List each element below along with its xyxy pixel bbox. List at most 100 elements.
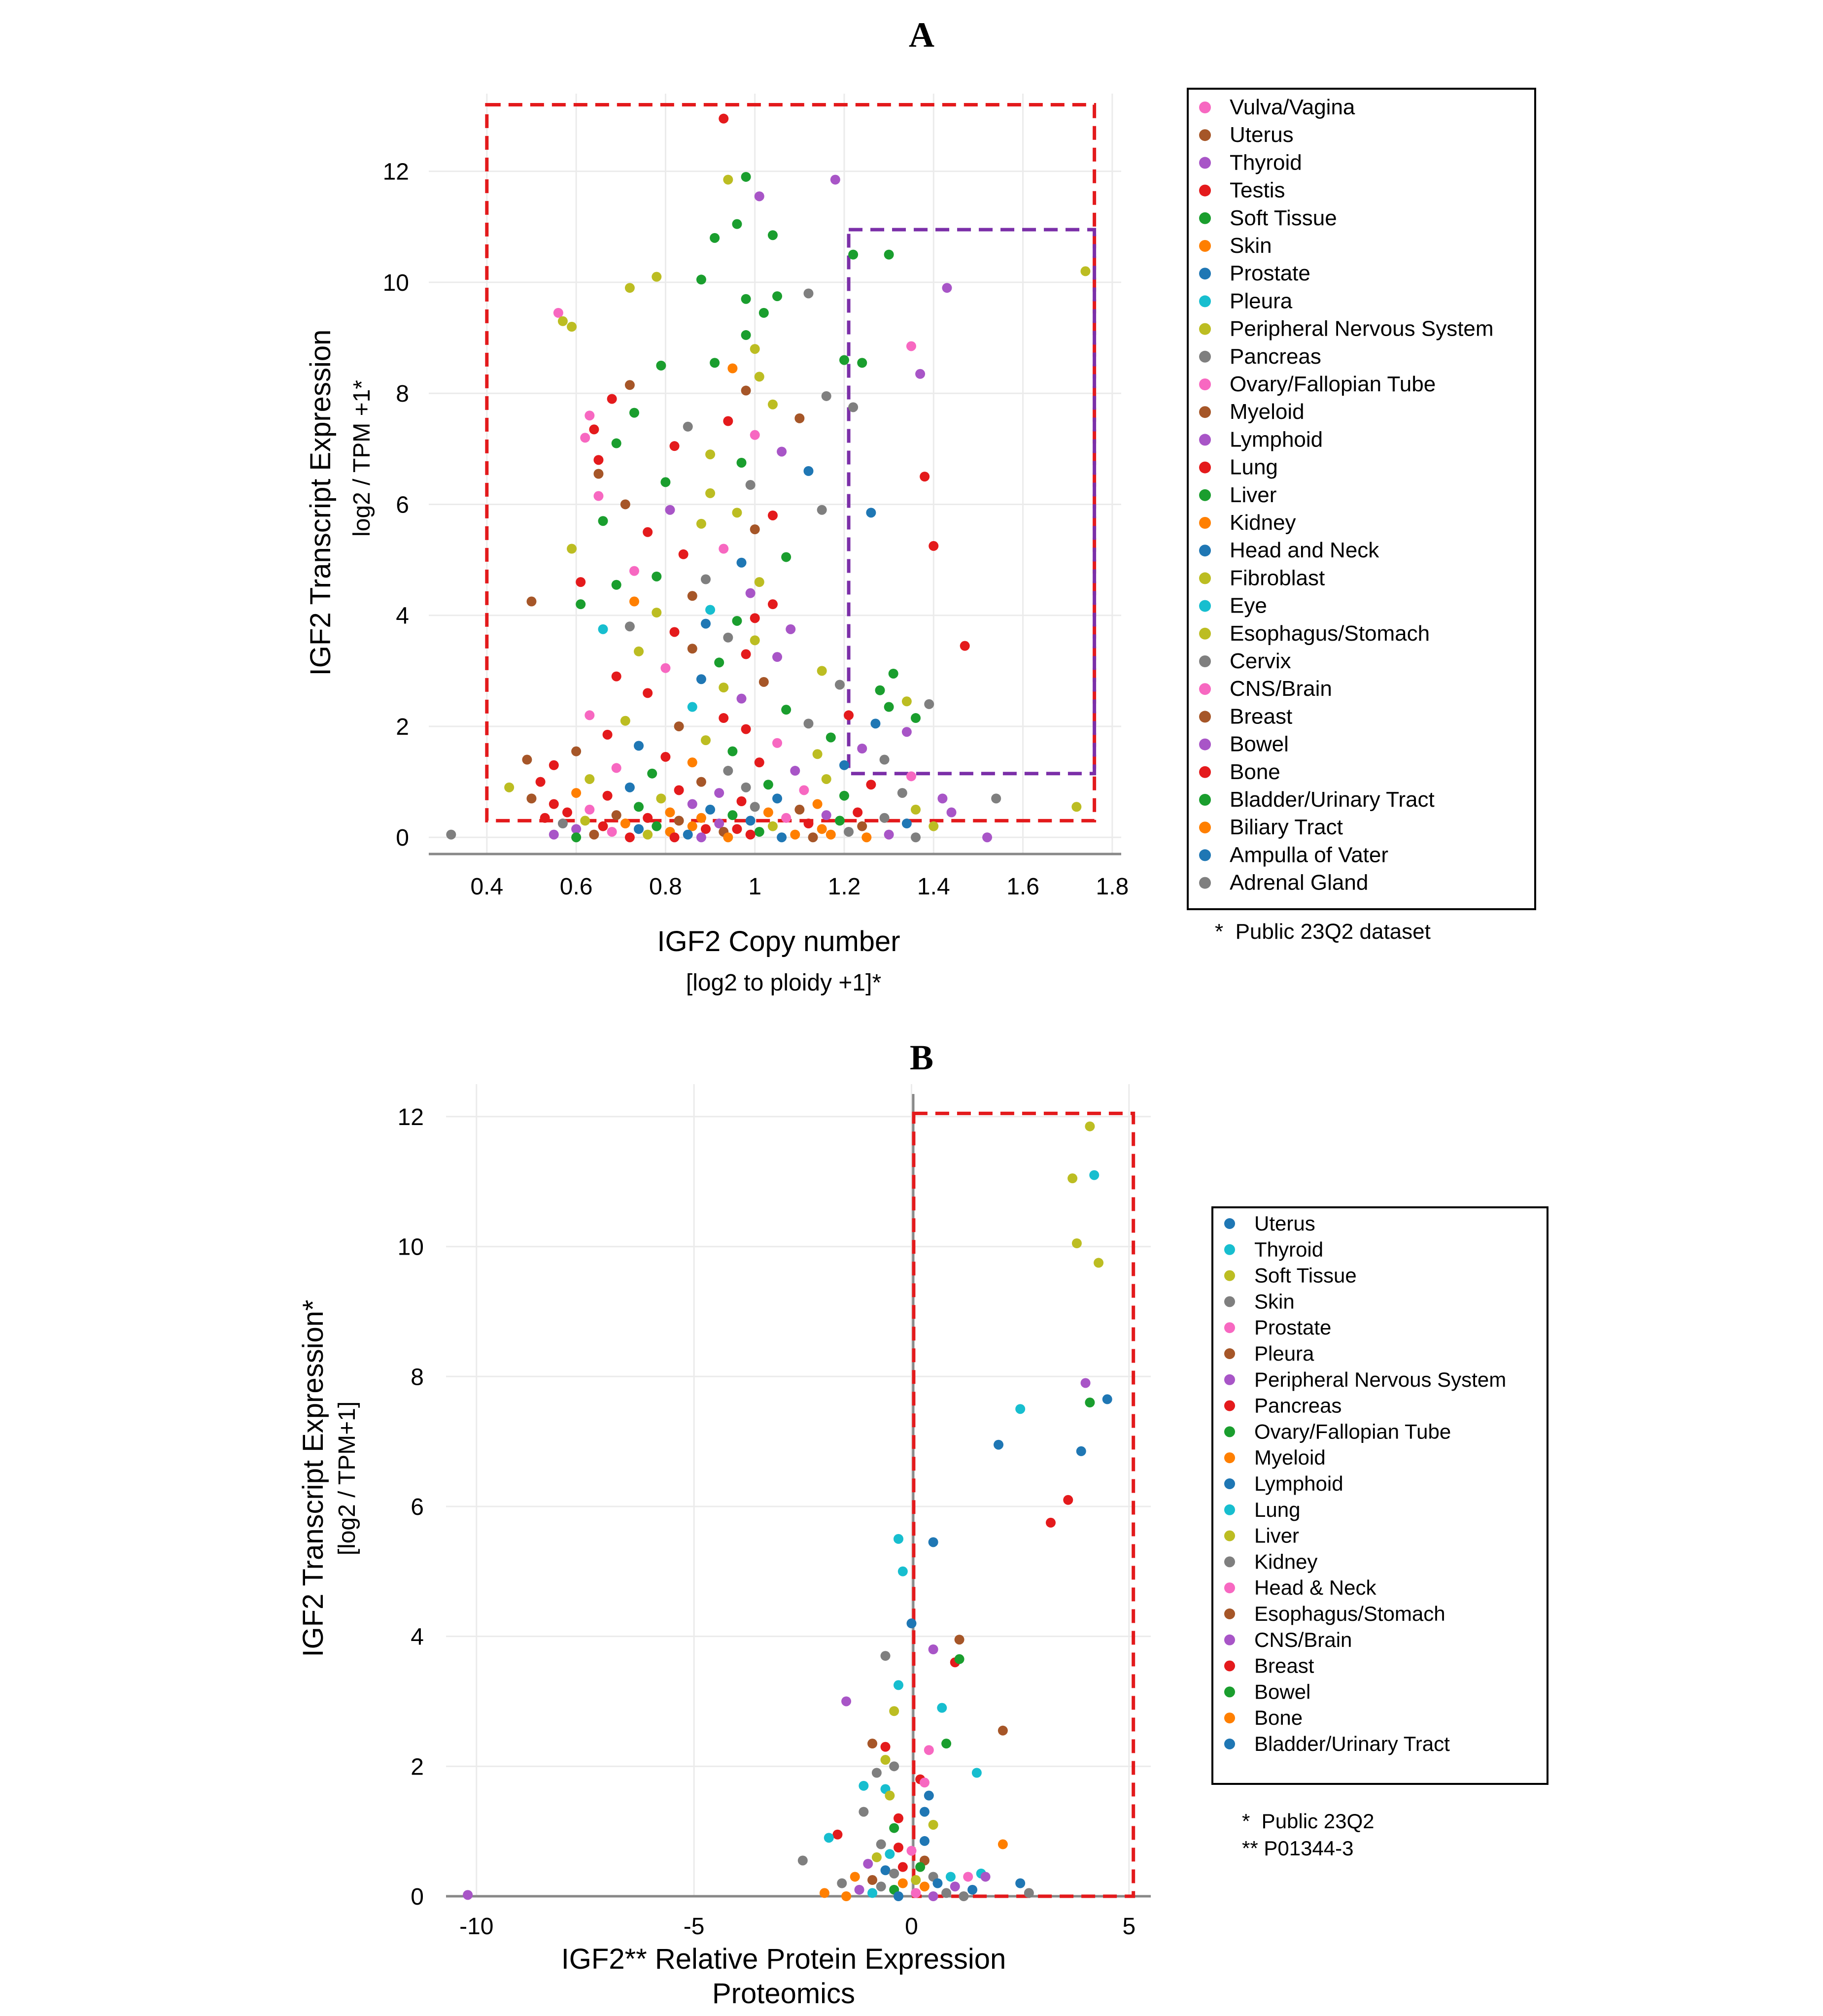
panel-a-legend-box	[1187, 88, 1536, 910]
point-head-and-neck	[745, 816, 756, 826]
y-tick-label: 4	[396, 603, 409, 629]
panel-a-y-axis-subtitle: log2 / TPM +1*	[349, 380, 375, 537]
legend-label-lung: Lung	[1230, 455, 1278, 479]
point-fibroblast	[620, 716, 630, 726]
point-fibroblast	[767, 399, 778, 410]
point-vulva-vagina	[585, 804, 595, 815]
point-lymphoid	[994, 1439, 1004, 1450]
point-myeloid	[808, 832, 818, 843]
point-prostate	[924, 1745, 934, 1755]
point-testis	[750, 613, 760, 623]
panel-a-legend: Vulva/Vagina Uterus Thyroid Testis Soft Tiss…	[1199, 95, 1494, 895]
legend-label-peripheral-nervous-system: Peripheral Nervous System	[1230, 317, 1494, 341]
legend-dot-cns-brain	[1199, 683, 1211, 695]
point-fibroblast	[634, 646, 644, 656]
point-breast	[897, 1862, 908, 1872]
point-head-and-neck	[839, 760, 849, 770]
legend-dot-liver	[1199, 489, 1211, 501]
legend-label-esophagus-stomach: Esophagus/Stomach	[1230, 621, 1430, 646]
point-soft-tissue	[634, 802, 644, 812]
point-myeloid	[794, 804, 805, 815]
point-lung	[767, 599, 778, 610]
legend-label-head-neck: Head & Neck	[1254, 1576, 1376, 1599]
legend-label-liver: Liver	[1254, 1524, 1299, 1547]
point-lung	[589, 424, 599, 435]
point-testis	[643, 527, 653, 537]
point-vulva-vagina	[593, 491, 604, 501]
y-tick-label: 2	[396, 714, 409, 740]
panel-b: B -10 -5 0 5 0 2 4 6 8 10 12 IGF2** Relative Prot…	[297, 1038, 1548, 2010]
point-skin	[620, 819, 630, 829]
point-lung	[562, 807, 572, 818]
legend-dot-lymphoid	[1199, 434, 1211, 446]
point-esophagus-stomach	[867, 1739, 878, 1749]
legend-dot-pleura	[1224, 1348, 1235, 1359]
point-skin	[889, 1868, 899, 1879]
point-uterus	[932, 1878, 943, 1888]
point-liver	[629, 408, 639, 418]
point-lung	[894, 1680, 904, 1690]
point-myeloid	[526, 793, 537, 804]
panel-b-grid	[446, 1084, 1151, 1897]
point-lung	[593, 455, 604, 465]
legend-label-bladder-urinary-tract: Bladder/Urinary Tract	[1254, 1732, 1450, 1755]
point-lung	[803, 819, 814, 829]
point-testis	[929, 541, 939, 551]
point-lymphoid	[919, 1807, 929, 1817]
point-pancreas	[817, 505, 827, 515]
point-lymphoid	[1015, 1878, 1026, 1888]
point-skin	[723, 832, 733, 843]
point-lung	[723, 416, 733, 426]
point-lymphoid	[772, 652, 783, 662]
legend-dot-head-neck	[1224, 1582, 1235, 1594]
y-tick-label: 6	[396, 492, 409, 518]
legend-dot-lung	[1199, 461, 1211, 474]
point-liver	[727, 746, 738, 756]
point-soft-tissue	[741, 330, 751, 340]
point-bowel	[786, 624, 796, 634]
point-pancreas	[879, 754, 890, 765]
point-bone	[598, 821, 608, 831]
point-prostate	[866, 508, 876, 518]
point-thyroid	[549, 829, 559, 840]
point-myeloid	[674, 816, 684, 826]
point-pancreas	[723, 766, 733, 776]
legend-dot-fibroblast	[1199, 572, 1211, 584]
red-region	[912, 1111, 1135, 1898]
legend-label-thyroid: Thyroid	[1254, 1238, 1323, 1261]
point-ovary-fallopian-tube	[906, 341, 916, 351]
legend-dot-esophagus-stomach	[1199, 627, 1211, 640]
point-skin	[665, 807, 675, 818]
point-kidney	[871, 1768, 882, 1778]
point-bladder-urinary-tract	[1102, 1394, 1112, 1404]
point-lymphoid	[924, 1790, 934, 1801]
y-tick-label: 0	[411, 1884, 424, 1910]
legend-label-pleura: Pleura	[1230, 289, 1293, 313]
point-skin	[629, 596, 639, 607]
legend-label-pancreas: Pancreas	[1254, 1394, 1341, 1417]
point-myeloid	[850, 1872, 860, 1882]
y-tick-label: 6	[411, 1494, 424, 1520]
legend-dot-skin	[1199, 240, 1211, 252]
point-lung	[669, 627, 680, 637]
point-cns-brain	[580, 433, 590, 443]
point-head-and-neck	[901, 819, 912, 829]
point-ovary-fallopian-tube	[719, 544, 729, 554]
point-liver	[781, 705, 791, 715]
point-soft-tissue	[652, 571, 662, 581]
legend-dot-skin	[1224, 1296, 1235, 1307]
legend-label-fibroblast: Fibroblast	[1230, 566, 1325, 590]
point-testis	[540, 813, 550, 823]
point-breast	[620, 499, 630, 510]
point-prostate	[919, 1777, 929, 1788]
point-vulva-vagina	[660, 663, 671, 673]
point-pancreas	[683, 421, 693, 432]
y-tick-label: 10	[398, 1234, 424, 1261]
legend-label-ovary-fallopian-tube: Ovary/Fallopian Tube	[1254, 1420, 1451, 1443]
point-head-and-neck	[624, 782, 635, 792]
y-tick-label: 12	[383, 159, 409, 185]
legend-dot-uterus	[1199, 129, 1211, 141]
legend-dot-bowel	[1199, 738, 1211, 751]
legend-label-vulva-vagina: Vulva/Vagina	[1230, 95, 1355, 119]
x-tick-label: 5	[1123, 1913, 1136, 1940]
